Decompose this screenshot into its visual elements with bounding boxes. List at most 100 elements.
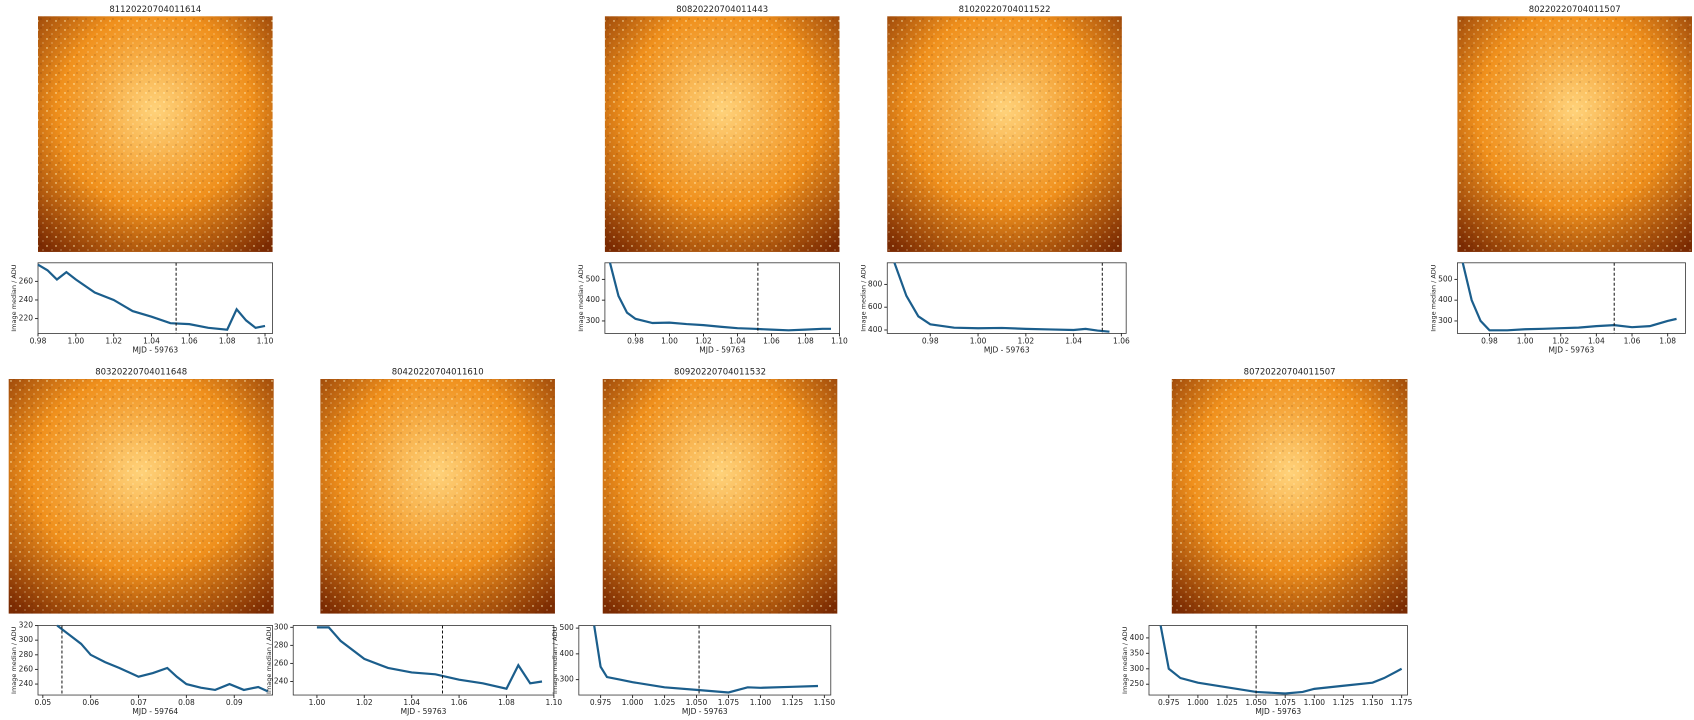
image-title: 80420220704011610 (392, 368, 484, 378)
y-tick-label: 300 (1130, 664, 1145, 673)
y-tick-label: 300 (274, 622, 289, 631)
x-tick-label: 1.08 (1659, 336, 1676, 345)
x-axis-label: MJD - 59763 (401, 707, 447, 716)
x-tick-label: 1.025 (654, 698, 676, 707)
median-line (593, 625, 819, 694)
x-tick-label: 0.98 (922, 336, 939, 345)
x-tick-label: 1.175 (1391, 698, 1413, 707)
sky-image-stars (320, 379, 555, 614)
x-tick-label: 1.000 (622, 698, 644, 707)
plot-frame (886, 262, 1127, 334)
y-tick-label: 240 (19, 295, 34, 304)
plot-frame (37, 262, 273, 334)
x-tick-label: 0.06 (82, 698, 99, 707)
image-title: 80320220704011648 (95, 368, 187, 378)
plot-frame (1457, 262, 1686, 334)
y-axis-label: Image median / ADU (859, 264, 867, 332)
x-tick-label: 1.06 (181, 336, 198, 345)
x-tick-label: 1.04 (403, 698, 420, 707)
sky-image-stars (602, 379, 838, 614)
y-axis-label: Image median / ADU (265, 626, 273, 694)
x-tick-label: 1.00 (67, 336, 84, 345)
x-tick-label: 1.06 (1113, 336, 1130, 345)
x-tick-label: 1.10 (546, 698, 563, 707)
sky-image-stars (8, 379, 274, 614)
y-tick-label: 280 (19, 650, 34, 659)
y-axis-label: Image median / ADU (1429, 264, 1437, 332)
y-tick-label: 300 (560, 675, 575, 684)
sky-image-stars (887, 16, 1122, 252)
x-tick-label: 1.150 (814, 698, 836, 707)
y-tick-label: 260 (19, 276, 34, 285)
x-tick-label: 1.02 (1552, 336, 1569, 345)
x-axis-label: MJD - 59763 (682, 707, 728, 716)
x-tick-label: 1.125 (1333, 698, 1355, 707)
sky-image-stars (604, 16, 840, 252)
x-axis-label: MJD - 59764 (132, 707, 178, 716)
x-tick-label: 1.02 (356, 698, 373, 707)
y-tick-label: 240 (19, 679, 34, 688)
x-tick-label: 1.08 (498, 698, 515, 707)
y-tick-label: 500 (586, 274, 601, 283)
y-tick-label: 320 (19, 621, 34, 630)
y-tick-label: 400 (1130, 633, 1145, 642)
median-line (608, 262, 831, 332)
x-tick-label: 1.100 (1304, 698, 1326, 707)
sky-image-stars (1171, 379, 1408, 614)
x-tick-label: 1.025 (1216, 698, 1238, 707)
y-tick-label: 400 (868, 325, 883, 334)
y-tick-label: 300 (586, 316, 601, 325)
x-tick-label: 1.125 (782, 698, 804, 707)
x-tick-label: 1.10 (257, 336, 274, 345)
y-tick-label: 400 (560, 649, 575, 658)
x-tick-label: 1.00 (970, 336, 987, 345)
y-tick-label: 250 (1130, 679, 1145, 688)
image-title: 80920220704011532 (674, 368, 766, 378)
plot-frame (604, 262, 840, 334)
y-tick-label: 300 (1438, 316, 1453, 325)
y-tick-label: 500 (1438, 274, 1453, 283)
x-tick-label: 0.98 (627, 336, 644, 345)
y-axis-label: Image median / ADU (10, 626, 18, 694)
image-title: 81020220704011522 (959, 5, 1051, 15)
plot-frame (292, 625, 555, 696)
x-axis-label: MJD - 59763 (1255, 707, 1301, 716)
median-line (1461, 262, 1677, 332)
y-axis-label: Image median / ADU (1121, 626, 1129, 694)
x-tick-label: 1.08 (797, 336, 814, 345)
y-axis-label: Image median / ADU (551, 626, 559, 694)
x-tick-label: 1.050 (686, 698, 708, 707)
x-tick-label: 0.98 (30, 336, 47, 345)
x-tick-label: 1.04 (143, 336, 160, 345)
x-tick-label: 1.075 (718, 698, 740, 707)
image-title: 80720220704011507 (1244, 368, 1336, 378)
x-tick-label: 1.06 (1624, 336, 1641, 345)
x-tick-label: 1.02 (1017, 336, 1034, 345)
y-tick-label: 600 (868, 302, 883, 311)
plot-frame (578, 625, 832, 696)
x-tick-label: 0.09 (226, 698, 243, 707)
y-tick-label: 300 (19, 635, 34, 644)
y-tick-label: 260 (274, 658, 289, 667)
x-tick-label: 1.06 (763, 336, 780, 345)
x-tick-label: 0.975 (1158, 698, 1180, 707)
y-tick-label: 280 (274, 640, 289, 649)
x-axis-label: MJD - 59763 (132, 345, 178, 354)
x-tick-label: 1.00 (1517, 336, 1534, 345)
x-axis-label: MJD - 59763 (699, 345, 745, 354)
y-tick-label: 400 (586, 295, 601, 304)
x-tick-label: 1.050 (1245, 698, 1267, 707)
x-tick-label: 1.04 (1065, 336, 1082, 345)
y-tick-label: 220 (19, 314, 34, 323)
x-tick-label: 1.10 (831, 336, 848, 345)
x-axis-label: MJD - 59763 (984, 345, 1030, 354)
x-tick-label: 0.08 (178, 698, 195, 707)
x-tick-label: 1.00 (661, 336, 678, 345)
median-line (37, 263, 266, 331)
x-tick-label: 1.08 (219, 336, 236, 345)
x-tick-label: 0.975 (590, 698, 612, 707)
y-tick-label: 350 (1130, 648, 1145, 657)
x-tick-label: 1.100 (750, 698, 772, 707)
median-line (893, 262, 1110, 333)
